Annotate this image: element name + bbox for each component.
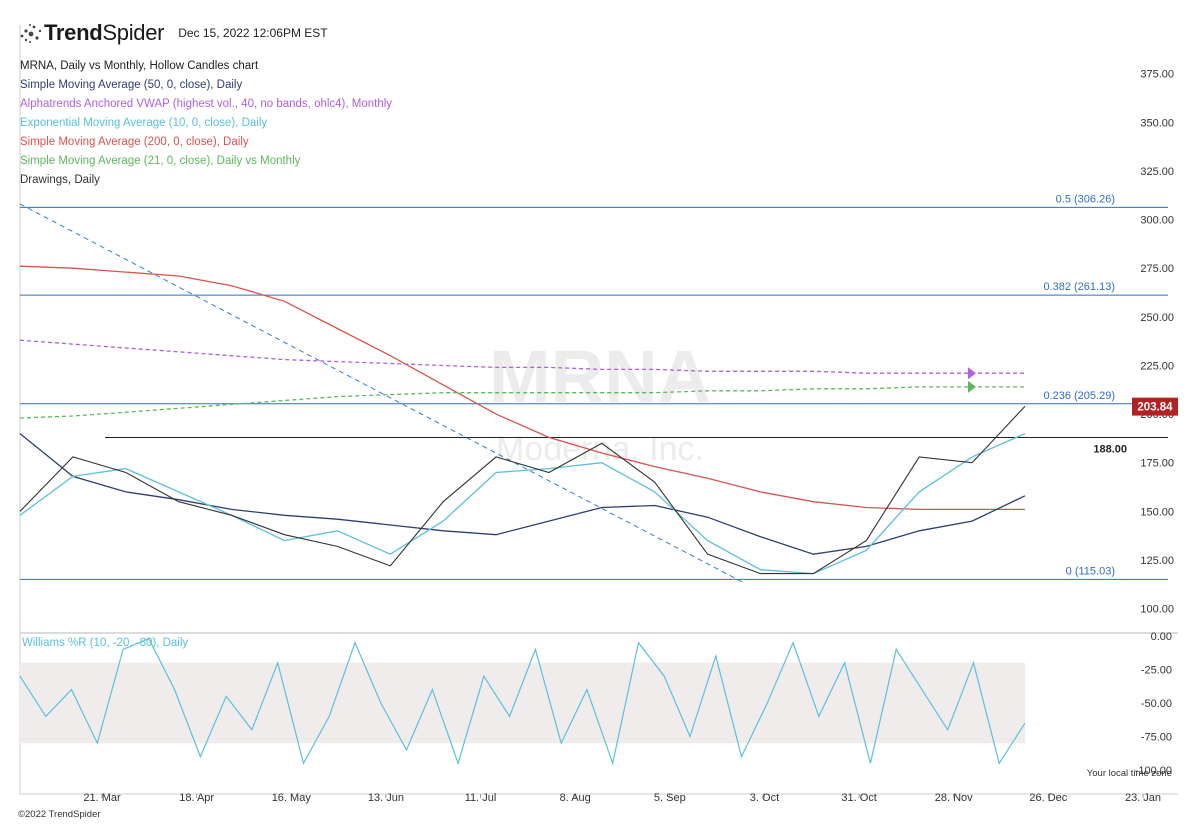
sma-50-line — [19, 433, 1026, 555]
fib-level-label: 0 (115.03) — [1066, 565, 1115, 577]
y-tick-label: 325.00 — [1140, 166, 1174, 178]
last-price-label: 203.84 — [1137, 402, 1173, 414]
x-tick-label: 26. Dec — [1029, 792, 1067, 804]
last-price-tag — [1132, 397, 1178, 416]
williams-r-line — [19, 637, 1026, 766]
legend-item[interactable]: Simple Moving Average (50, 0, close), Da… — [20, 79, 243, 91]
x-tick-label: 28. Nov — [935, 792, 973, 804]
close-price-line — [19, 405, 1026, 575]
indicator-legend: MRNA, Daily vs Monthly, Hollow Candles c… — [20, 57, 392, 190]
fib-level-label: 0.382 (261.13) — [1043, 281, 1115, 293]
brand-name: TrendSpider — [44, 20, 165, 45]
wr-y-tick-label: -25.00 — [1141, 665, 1172, 677]
brand: TrendSpider Dec 15, 2022 12:06PM EST — [18, 20, 328, 46]
wr-y-tick-label: -100.00 — [1135, 765, 1172, 777]
wr-y-tick-label: -50.00 — [1141, 698, 1172, 710]
y-tick-label: 350.00 — [1140, 117, 1174, 129]
y-tick-label: 100.00 — [1140, 604, 1174, 616]
wr-y-tick-label: 0.00 — [1151, 631, 1172, 643]
legend-item[interactable]: Simple Moving Average (21, 0, close), Da… — [20, 155, 301, 167]
x-tick-label: 8. Aug — [560, 792, 591, 804]
x-tick-label: 21. Mar — [83, 792, 121, 804]
x-tick-label: 16. May — [272, 792, 312, 804]
y-tick-label: 125.00 — [1140, 555, 1174, 567]
sma-200-line — [19, 265, 1025, 511]
watermark-company: Moderna, Inc. — [496, 430, 704, 468]
sma21-marker-icon — [968, 380, 976, 393]
x-tick-label: 5. Sep — [654, 792, 686, 804]
legend-item[interactable]: Simple Moving Average (200, 0, close), D… — [20, 136, 249, 148]
fib-level-label: 0.236 (205.29) — [1043, 390, 1115, 402]
x-tick-label: 11. Jul — [465, 792, 497, 804]
legend-item[interactable]: MRNA, Daily vs Monthly, Hollow Candles c… — [20, 60, 259, 72]
williams-r-label: Williams %R (10, -20, -80), Daily — [22, 637, 189, 649]
y-tick-label: 300.00 — [1140, 215, 1174, 227]
trendline — [19, 203, 746, 584]
watermark-symbol: MRNA — [489, 335, 711, 418]
trendspider-logo-icon — [20, 24, 42, 43]
copyright: ©2022 TrendSpider — [18, 809, 101, 820]
y-tick-label: 175.00 — [1140, 458, 1174, 470]
vwap-marker-icon — [968, 367, 976, 380]
x-tick-label: 3. Oct — [750, 792, 779, 804]
y-tick-label: 150.00 — [1140, 506, 1174, 518]
horizontal-line-label: 188.00 — [1093, 443, 1127, 455]
timestamp: Dec 15, 2022 12:06PM EST — [178, 26, 328, 40]
y-tick-label: 225.00 — [1140, 360, 1174, 372]
wr-y-tick-label: -75.00 — [1141, 732, 1172, 744]
overbought-oversold-band — [20, 662, 1025, 744]
fib-level-label: 0.5 (306.26) — [1056, 193, 1115, 205]
legend-item[interactable]: Drawings, Daily — [20, 174, 100, 186]
x-tick-label: 31. Oct — [841, 792, 876, 804]
legend-item[interactable]: Exponential Moving Average (10, 0, close… — [20, 117, 268, 129]
x-tick-label: 13. Jun — [368, 792, 404, 804]
legend-item[interactable]: Alphatrends Anchored VWAP (highest vol.,… — [20, 98, 393, 110]
x-tick-label: 23. Jan — [1125, 792, 1161, 804]
x-tick-label: 18. Apr — [179, 792, 214, 804]
y-tick-label: 250.00 — [1140, 312, 1174, 324]
local-time-zone-label[interactable]: Your local time zone — [1086, 768, 1172, 779]
ema-10-line — [19, 433, 1026, 575]
y-tick-label: 375.00 — [1140, 69, 1174, 81]
y-tick-label: 275.00 — [1140, 263, 1174, 275]
